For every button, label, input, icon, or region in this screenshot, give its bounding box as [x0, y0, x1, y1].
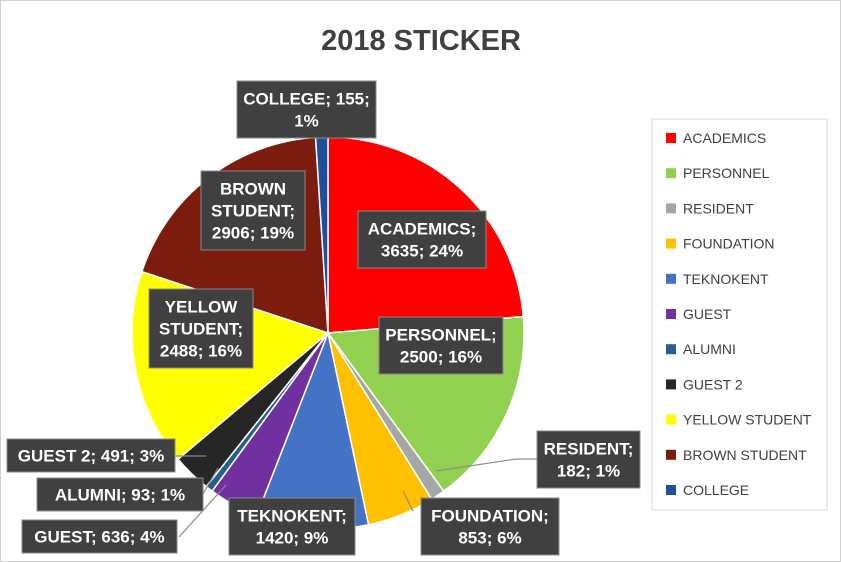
- data-label-box: [357, 210, 487, 269]
- data-label-box: [378, 316, 504, 375]
- data-label-resident: RESIDENT; 182; 1%: [536, 430, 641, 489]
- data-label-box: [21, 519, 178, 554]
- data-label-text: ALUMNI; 93; 1%: [55, 486, 185, 505]
- data-label-text: COLLEGE; 155;: [243, 90, 370, 109]
- data-label-text: GUEST; 636; 4%: [34, 528, 164, 547]
- data-label-yellow-student: YELLOW STUDENT; 2488; 16%: [148, 288, 254, 369]
- data-label-text: 2488; 16%: [160, 342, 242, 361]
- legend-swatch: [666, 414, 676, 425]
- leader-line-foundation: [402, 490, 414, 512]
- data-labels: ACADEMICS; 3635; 24% PERSONNEL; 2500; 16% RE…: [6, 80, 641, 556]
- legend-swatch: [666, 379, 676, 390]
- legend: ACADEMICS PERSONNEL RESIDENT FOUNDATION TEKN…: [651, 118, 828, 511]
- data-label-text: STUDENT;: [159, 320, 243, 339]
- data-label-box: [6, 438, 176, 473]
- legend-swatch: [666, 168, 676, 179]
- legend-label: ALUMNI: [683, 341, 736, 357]
- legend-label: RESIDENT: [683, 200, 754, 216]
- legend-swatch: [666, 203, 676, 214]
- legend-item-brown-student: BROWN STUDENT: [666, 447, 807, 463]
- data-label-text: FOUNDATION;: [431, 507, 549, 526]
- data-label-box: [148, 288, 254, 369]
- data-label-text: 2500; 16%: [400, 348, 482, 367]
- legend-label: TEKNOKENT: [683, 271, 769, 287]
- data-label-guest-2: GUEST 2; 491; 3%: [6, 438, 176, 473]
- data-label-box: [236, 80, 377, 139]
- data-label-text: 853; 6%: [458, 529, 521, 548]
- legend-box: [651, 118, 828, 511]
- legend-swatch: [666, 485, 676, 495]
- legend-item-resident: RESIDENT: [666, 200, 754, 216]
- legend-item-yellow-student: YELLOW STUDENT: [666, 412, 812, 428]
- data-label-personnel: PERSONNEL; 2500; 16%: [378, 316, 504, 375]
- data-label-box: [200, 170, 306, 251]
- data-label-text: 1%: [294, 112, 319, 131]
- data-label-text: RESIDENT;: [544, 440, 634, 459]
- data-label-foundation: FOUNDATION; 853; 6%: [420, 497, 560, 556]
- data-label-box: [420, 497, 560, 556]
- legend-item-teknokent: TEKNOKENT: [666, 271, 769, 287]
- legend-label: COLLEGE: [683, 482, 749, 498]
- data-label-text: PERSONNEL;: [385, 326, 496, 345]
- legend-swatch: [666, 133, 676, 143]
- legend-label: ACADEMICS: [683, 130, 766, 146]
- legend-swatch: [666, 449, 676, 460]
- legend-item-personnel: PERSONNEL: [666, 165, 770, 181]
- data-label-text: GUEST 2; 491; 3%: [18, 447, 164, 466]
- data-label-text: 3635; 24%: [381, 242, 463, 261]
- data-label-box: [228, 497, 356, 556]
- legend-label: GUEST 2: [683, 376, 743, 392]
- data-label-box: [536, 430, 641, 489]
- legend-item-academics: ACADEMICS: [666, 130, 766, 146]
- data-label-text: STUDENT;: [211, 202, 295, 221]
- legend-item-guest: GUEST: [666, 306, 732, 322]
- legend-label: BROWN STUDENT: [683, 447, 807, 463]
- data-label-text: ACADEMICS;: [368, 220, 477, 239]
- chart-title: 2018 STICKER: [321, 25, 521, 57]
- legend-label: FOUNDATION: [683, 236, 775, 252]
- data-label-college: COLLEGE; 155; 1%: [236, 80, 377, 139]
- legend-swatch: [666, 309, 676, 319]
- data-label-guest: GUEST; 636; 4%: [21, 519, 178, 554]
- data-label-teknokent: TEKNOKENT; 1420; 9%: [228, 497, 356, 556]
- legend-label: PERSONNEL: [683, 165, 770, 181]
- data-label-academics: ACADEMICS; 3635; 24%: [357, 210, 487, 269]
- data-label-text: TEKNOKENT;: [237, 507, 347, 526]
- legend-label: GUEST: [683, 306, 732, 322]
- data-label-text: BROWN: [220, 180, 286, 199]
- data-label-alumni: ALUMNI; 93; 1%: [36, 477, 204, 512]
- legend-swatch: [666, 344, 676, 355]
- data-label-brown-student: BROWN STUDENT; 2906; 19%: [200, 170, 306, 251]
- data-label-text: 1420; 9%: [256, 529, 329, 548]
- legend-item-alumni: ALUMNI: [666, 341, 736, 357]
- leader-line-alumni: [202, 467, 219, 495]
- legend-item-foundation: FOUNDATION: [666, 236, 775, 252]
- data-label-text: 2906; 19%: [212, 224, 294, 243]
- data-label-text: YELLOW: [165, 298, 239, 317]
- legend-item-guest-2: GUEST 2: [666, 376, 743, 392]
- data-label-text: 182; 1%: [557, 462, 620, 481]
- legend-label: YELLOW STUDENT: [683, 412, 812, 428]
- legend-swatch: [666, 238, 676, 249]
- legend-item-college: COLLEGE: [666, 482, 749, 498]
- data-label-box: [36, 477, 204, 512]
- legend-swatch: [666, 273, 676, 284]
